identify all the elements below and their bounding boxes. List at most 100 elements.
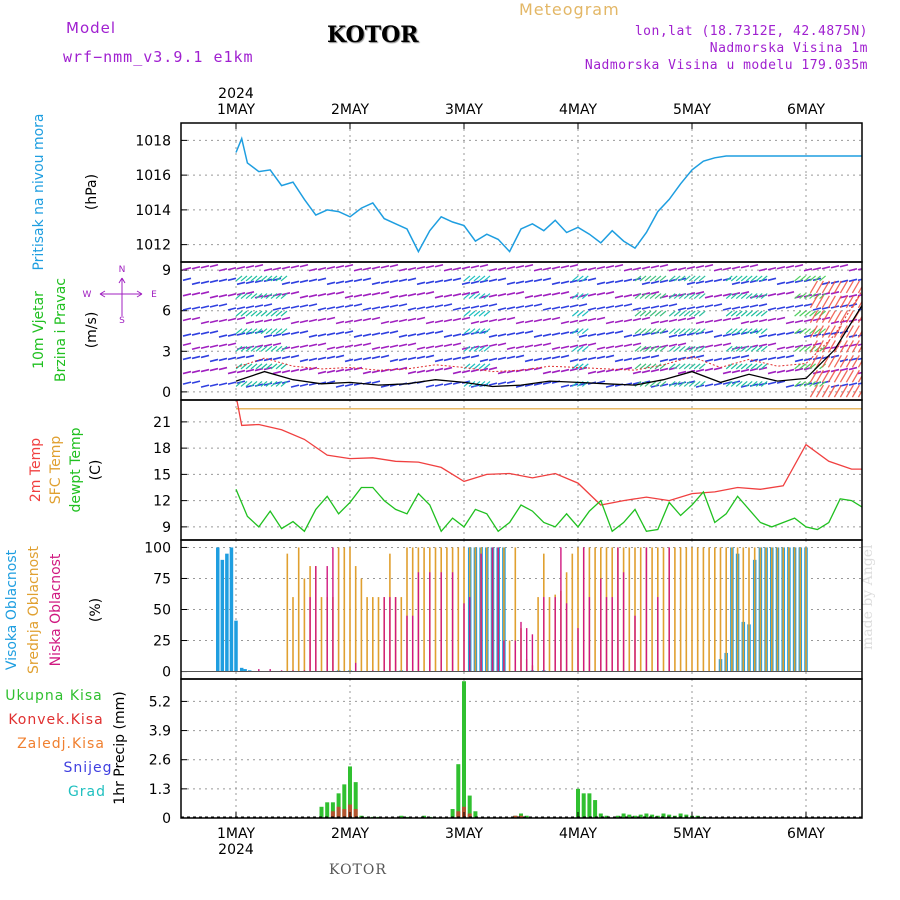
precip-bar bbox=[650, 814, 655, 818]
precip-bar bbox=[621, 813, 626, 818]
precip-bar bbox=[325, 802, 330, 818]
wind-barb-cluster bbox=[235, 275, 288, 387]
wind-ytick-label: 9 bbox=[162, 263, 171, 279]
cloud-bar bbox=[315, 566, 317, 672]
cloud-bar bbox=[247, 670, 252, 672]
precip-bar bbox=[422, 815, 427, 818]
elevation-label: Nadmorska Visina 1m bbox=[709, 41, 868, 56]
cloud-bar bbox=[634, 547, 636, 672]
precip-legend-1: Konvek.Kisa bbox=[8, 712, 103, 728]
precip-bar bbox=[593, 800, 598, 818]
cloud-bar bbox=[411, 547, 414, 672]
cloud-bar bbox=[702, 547, 705, 672]
precip-bar bbox=[330, 811, 335, 818]
wind-title2: Brzina i Pravac bbox=[53, 278, 69, 382]
cloud-ytick-label: 50 bbox=[153, 603, 171, 619]
precip-bar bbox=[519, 815, 523, 818]
cloud-bar bbox=[372, 670, 374, 672]
pressure-unit: (hPa) bbox=[84, 174, 100, 210]
cloud-bar bbox=[297, 547, 300, 672]
precip-bar bbox=[587, 793, 592, 818]
cloud-bar bbox=[577, 547, 579, 672]
bottom-day-label: 4MAY bbox=[559, 826, 597, 842]
cloud-bar bbox=[463, 603, 465, 672]
cloud-panel: 0 25 50 75 100 bbox=[144, 540, 862, 681]
cloud-bar bbox=[514, 640, 516, 672]
cloud-bar bbox=[366, 597, 368, 672]
cloud-bar bbox=[474, 547, 477, 672]
precip-bar bbox=[604, 815, 609, 818]
cloud-bar bbox=[400, 597, 403, 672]
cloud-bar bbox=[303, 578, 306, 672]
cloud-series-2 bbox=[258, 547, 670, 672]
cloud-bar bbox=[503, 640, 505, 672]
wind-barb-row bbox=[182, 291, 862, 299]
cloud-bar bbox=[446, 547, 448, 672]
cloud-bar bbox=[639, 547, 642, 672]
precip-bar bbox=[581, 793, 586, 818]
pressure-ytick-label: 1016 bbox=[135, 168, 171, 184]
temp-legend-0: 2m Temp bbox=[28, 438, 44, 502]
cloud-bar bbox=[486, 547, 488, 672]
cloud-bar bbox=[668, 547, 670, 672]
cloud-bar bbox=[594, 547, 596, 672]
compass-w: W bbox=[83, 290, 92, 300]
cloud-bar bbox=[776, 547, 779, 672]
model-label: Model bbox=[66, 19, 117, 37]
cloud-bar bbox=[412, 615, 414, 672]
precip-bar bbox=[633, 815, 637, 818]
temperature-ytick-label: 18 bbox=[153, 441, 171, 457]
wind-ytick-label: 0 bbox=[162, 385, 171, 401]
precip-bar bbox=[615, 815, 620, 818]
cloud-bar bbox=[406, 547, 408, 672]
city-title: KOTOR bbox=[327, 22, 419, 48]
precip-bar bbox=[638, 814, 643, 818]
dewpt-line bbox=[235, 486, 862, 533]
temperature-ytick-label: 15 bbox=[153, 467, 171, 483]
pressure-ytick-label: 1014 bbox=[135, 203, 171, 219]
cloud-bar bbox=[617, 547, 619, 672]
cloud-bar bbox=[383, 597, 385, 672]
pressure-ytick-label: 1012 bbox=[135, 238, 171, 254]
precip-bar bbox=[399, 815, 404, 818]
cloud-bar bbox=[520, 621, 522, 672]
cloud-series-1 bbox=[286, 547, 807, 672]
cloud-bar bbox=[622, 572, 625, 672]
precip-ytick-label: 1.3 bbox=[149, 782, 171, 798]
cloud-bar bbox=[691, 547, 693, 672]
temp-2m-line bbox=[236, 400, 862, 506]
cloud-bar bbox=[679, 547, 682, 672]
precip-legend-3: Snijeg bbox=[63, 760, 112, 776]
precip-bar bbox=[524, 815, 529, 818]
wind-barb-cluster bbox=[571, 275, 589, 387]
compass-arrows bbox=[99, 277, 143, 316]
top-year-label: 2024 bbox=[218, 86, 254, 102]
precip-ytick-label: 5.2 bbox=[149, 694, 171, 710]
wind-ytick-label: 3 bbox=[162, 344, 171, 360]
cloud-bar bbox=[440, 572, 442, 672]
precip-bar bbox=[456, 764, 461, 818]
cloud-bar bbox=[292, 597, 294, 672]
cloud-bar bbox=[434, 547, 437, 672]
wind-strong-barbs bbox=[809, 280, 862, 398]
cloud-ytick-label: 25 bbox=[153, 634, 171, 650]
precip-frame bbox=[180, 678, 863, 819]
cloud-bar bbox=[337, 547, 340, 672]
precip-bar bbox=[353, 809, 358, 818]
cloud-bar bbox=[543, 597, 545, 672]
cloud-bar bbox=[514, 547, 517, 672]
wind-barb-cluster bbox=[725, 275, 768, 387]
precip-bar bbox=[353, 782, 358, 818]
top-day-label: 1MAY bbox=[217, 102, 255, 118]
precip-legend-4: Grad bbox=[68, 784, 106, 800]
cloud-bar bbox=[457, 547, 460, 672]
cloud-bar bbox=[748, 547, 750, 672]
meteogram-title: Meteogram bbox=[519, 0, 620, 19]
cloud-bar bbox=[537, 597, 539, 672]
cloud-bar bbox=[696, 547, 699, 672]
precip-bar bbox=[348, 804, 352, 818]
cloud-bar bbox=[269, 669, 271, 672]
cloud-legend-1: Srednja Oblacnost bbox=[26, 546, 42, 674]
wind-unit: (m/s) bbox=[84, 312, 100, 349]
